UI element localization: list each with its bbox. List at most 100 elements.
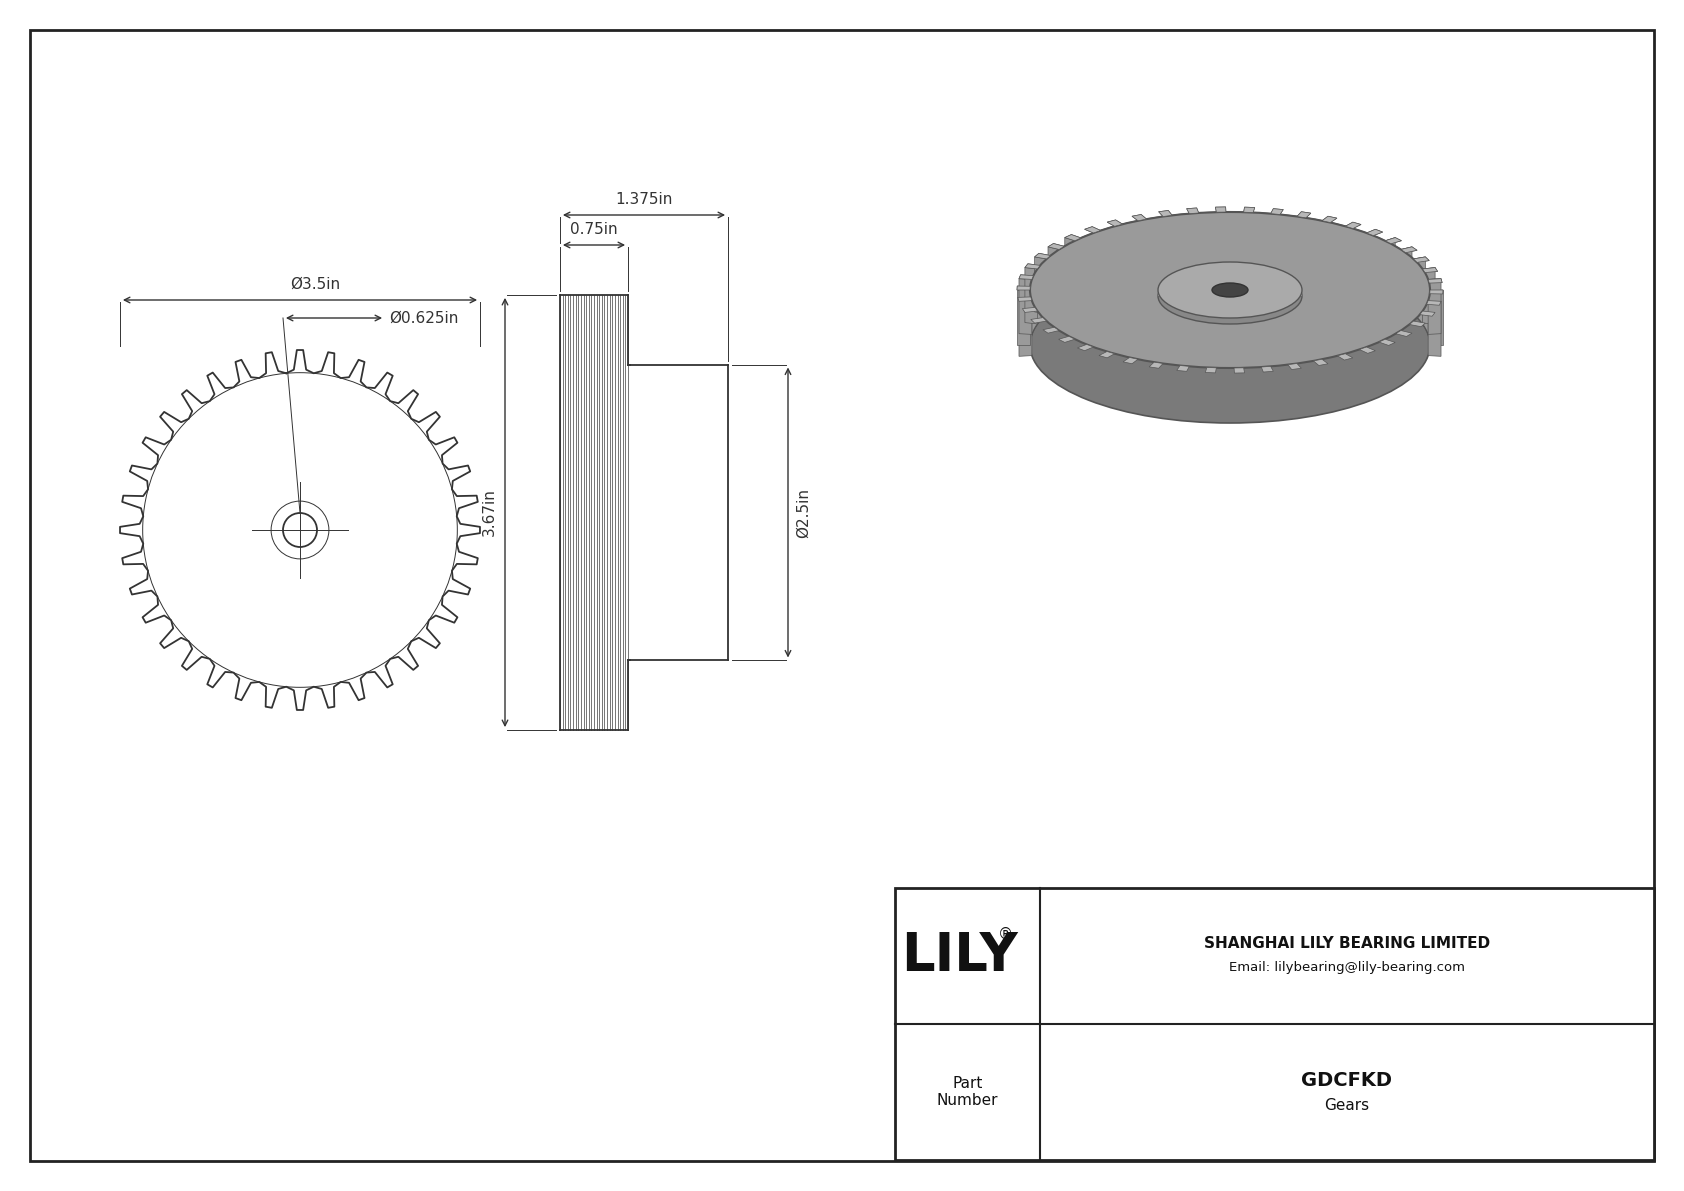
Polygon shape: [1017, 289, 1031, 345]
Text: GDCFKD: GDCFKD: [1302, 1071, 1393, 1090]
Polygon shape: [1297, 212, 1310, 218]
Polygon shape: [1430, 289, 1443, 294]
Polygon shape: [1426, 300, 1442, 305]
Polygon shape: [1401, 247, 1416, 252]
Polygon shape: [1019, 300, 1032, 356]
Polygon shape: [1034, 254, 1051, 258]
Polygon shape: [1064, 237, 1074, 295]
Polygon shape: [1022, 307, 1037, 312]
Polygon shape: [1413, 257, 1430, 262]
Text: LILY: LILY: [901, 930, 1017, 983]
Polygon shape: [1271, 208, 1283, 214]
Polygon shape: [1017, 286, 1031, 289]
Text: 0.75in: 0.75in: [571, 222, 618, 237]
Polygon shape: [1064, 235, 1081, 241]
Polygon shape: [1042, 328, 1059, 333]
Text: 1.375in: 1.375in: [615, 192, 672, 207]
Polygon shape: [1413, 257, 1430, 262]
Polygon shape: [1187, 208, 1199, 213]
Polygon shape: [1177, 366, 1189, 372]
Polygon shape: [1100, 351, 1115, 357]
Polygon shape: [1123, 357, 1138, 363]
Polygon shape: [1084, 226, 1101, 233]
Polygon shape: [1271, 208, 1283, 214]
Polygon shape: [1159, 211, 1172, 217]
Polygon shape: [1420, 311, 1435, 316]
Polygon shape: [1337, 354, 1352, 360]
Polygon shape: [1019, 279, 1032, 335]
Polygon shape: [1423, 268, 1438, 273]
Polygon shape: [1346, 223, 1361, 229]
Polygon shape: [1078, 344, 1093, 350]
Polygon shape: [1059, 336, 1074, 343]
Polygon shape: [1366, 230, 1383, 236]
Polygon shape: [1132, 214, 1147, 220]
Polygon shape: [1019, 275, 1034, 280]
Ellipse shape: [1031, 212, 1430, 368]
Polygon shape: [1401, 247, 1416, 252]
Polygon shape: [1216, 207, 1226, 212]
Polygon shape: [1314, 360, 1329, 366]
Polygon shape: [1423, 268, 1435, 324]
Polygon shape: [1386, 237, 1396, 295]
Polygon shape: [1017, 297, 1032, 301]
Text: Email: lilybearing@lily-bearing.com: Email: lilybearing@lily-bearing.com: [1229, 961, 1465, 974]
Polygon shape: [1206, 368, 1216, 373]
Polygon shape: [1034, 257, 1046, 314]
Polygon shape: [1031, 212, 1430, 345]
Text: 3.67in: 3.67in: [482, 488, 497, 536]
Polygon shape: [1386, 237, 1401, 244]
Polygon shape: [1047, 247, 1059, 305]
Ellipse shape: [1159, 268, 1302, 324]
Polygon shape: [1187, 208, 1199, 213]
Ellipse shape: [1159, 262, 1302, 318]
Polygon shape: [1148, 362, 1164, 368]
Polygon shape: [1366, 230, 1383, 236]
Polygon shape: [1106, 220, 1123, 226]
Polygon shape: [1031, 289, 1032, 345]
Text: ®: ®: [997, 927, 1012, 942]
Polygon shape: [1423, 268, 1438, 273]
Polygon shape: [1017, 297, 1032, 301]
Polygon shape: [1034, 254, 1051, 258]
Ellipse shape: [1212, 283, 1248, 297]
Polygon shape: [1428, 279, 1442, 283]
Polygon shape: [1288, 363, 1302, 369]
Polygon shape: [1031, 318, 1046, 323]
Polygon shape: [1244, 207, 1255, 212]
Polygon shape: [1297, 212, 1310, 218]
Text: Part
Number: Part Number: [936, 1075, 999, 1108]
Polygon shape: [1426, 300, 1442, 305]
Text: Gears: Gears: [1324, 1098, 1369, 1114]
Polygon shape: [1017, 286, 1031, 289]
Polygon shape: [1026, 263, 1041, 269]
Polygon shape: [1401, 247, 1411, 305]
Polygon shape: [1159, 289, 1302, 297]
Polygon shape: [1428, 300, 1442, 356]
Polygon shape: [1084, 226, 1101, 233]
Polygon shape: [1159, 211, 1172, 217]
Text: SHANGHAI LILY BEARING LIMITED: SHANGHAI LILY BEARING LIMITED: [1204, 936, 1490, 952]
Polygon shape: [1244, 207, 1255, 212]
Polygon shape: [1106, 220, 1123, 226]
Polygon shape: [1346, 223, 1361, 229]
Text: Ø3.5in: Ø3.5in: [290, 278, 340, 292]
Polygon shape: [1428, 279, 1442, 335]
Polygon shape: [1386, 237, 1401, 244]
Polygon shape: [1047, 243, 1064, 249]
Polygon shape: [1428, 279, 1442, 283]
Polygon shape: [1322, 217, 1337, 223]
Polygon shape: [1410, 322, 1425, 326]
Polygon shape: [1430, 289, 1443, 345]
Polygon shape: [1064, 235, 1081, 241]
Polygon shape: [1413, 257, 1425, 314]
Ellipse shape: [1031, 267, 1430, 423]
Text: Ø0.625in: Ø0.625in: [389, 311, 458, 325]
Text: Ø2.5in: Ø2.5in: [797, 487, 812, 537]
Polygon shape: [1396, 331, 1411, 337]
Polygon shape: [1019, 275, 1034, 280]
Polygon shape: [1132, 214, 1147, 220]
Polygon shape: [1026, 263, 1041, 269]
Polygon shape: [1430, 289, 1443, 294]
Polygon shape: [1216, 207, 1226, 212]
